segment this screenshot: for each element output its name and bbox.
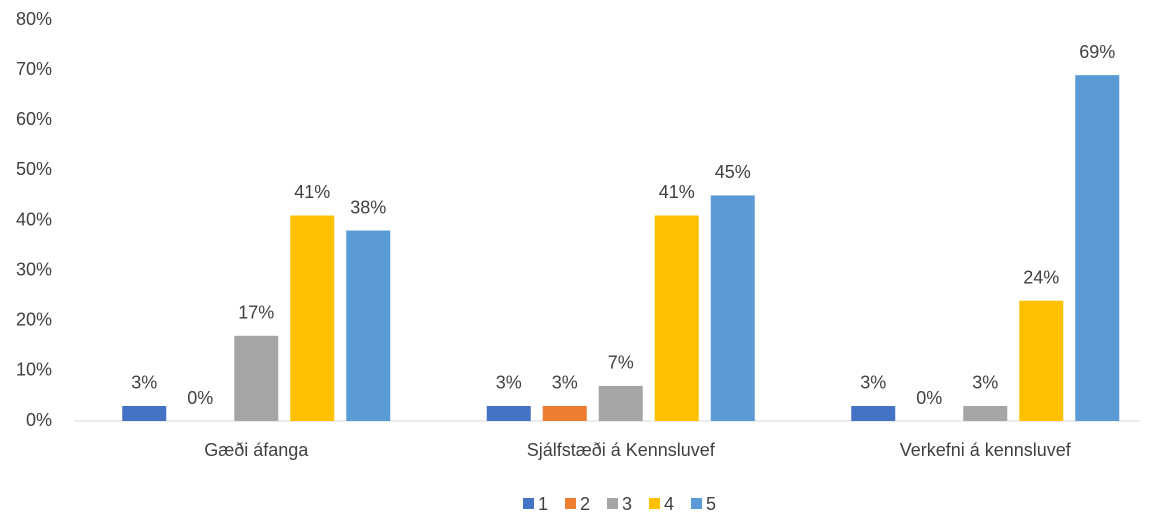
data-label: 38% bbox=[350, 197, 386, 217]
data-label: 7% bbox=[608, 353, 634, 373]
legend-label: 5 bbox=[706, 494, 716, 514]
legend-swatch bbox=[565, 498, 576, 509]
data-label: 3% bbox=[860, 373, 886, 393]
legend-swatch bbox=[607, 498, 618, 509]
bar bbox=[542, 405, 587, 421]
data-label: 17% bbox=[238, 303, 274, 323]
legend-label: 4 bbox=[664, 494, 674, 514]
bar bbox=[654, 215, 699, 421]
data-label: 45% bbox=[715, 162, 751, 182]
bar bbox=[1075, 75, 1120, 421]
y-tick-label: 10% bbox=[16, 360, 52, 380]
data-label: 41% bbox=[659, 182, 695, 202]
bar bbox=[346, 230, 391, 421]
data-label: 41% bbox=[294, 182, 330, 202]
x-tick-label: Verkefni á kennsluvef bbox=[900, 440, 1072, 460]
data-label: 3% bbox=[496, 373, 522, 393]
data-label: 24% bbox=[1023, 267, 1059, 287]
bar bbox=[710, 195, 755, 421]
data-label: 0% bbox=[187, 388, 213, 408]
y-tick-label: 40% bbox=[16, 209, 52, 229]
x-tick-label: Gæði áfanga bbox=[204, 440, 309, 460]
bar bbox=[598, 385, 643, 421]
bar bbox=[290, 215, 335, 421]
legend-swatch bbox=[523, 498, 534, 509]
y-tick-label: 50% bbox=[16, 159, 52, 179]
x-tick-label: Sjálfstæði á Kennsluvef bbox=[527, 440, 716, 460]
legend-label: 3 bbox=[622, 494, 632, 514]
data-label: 3% bbox=[972, 373, 998, 393]
y-tick-label: 60% bbox=[16, 109, 52, 129]
bar bbox=[1019, 300, 1064, 421]
y-tick-label: 0% bbox=[26, 410, 52, 430]
legend-label: 2 bbox=[580, 494, 590, 514]
y-tick-label: 30% bbox=[16, 259, 52, 279]
legend-swatch bbox=[691, 498, 702, 509]
bar bbox=[963, 405, 1008, 421]
legend-swatch bbox=[649, 498, 660, 509]
bar bbox=[122, 405, 167, 421]
data-label: 3% bbox=[552, 373, 578, 393]
y-tick-label: 80% bbox=[16, 9, 52, 29]
bar bbox=[234, 335, 279, 421]
bar bbox=[486, 405, 531, 421]
y-tick-label: 70% bbox=[16, 59, 52, 79]
legend-label: 1 bbox=[538, 494, 548, 514]
data-label: 69% bbox=[1079, 42, 1115, 62]
data-label: 3% bbox=[131, 373, 157, 393]
bar bbox=[851, 405, 896, 421]
data-label: 0% bbox=[916, 388, 942, 408]
y-tick-label: 20% bbox=[16, 310, 52, 330]
